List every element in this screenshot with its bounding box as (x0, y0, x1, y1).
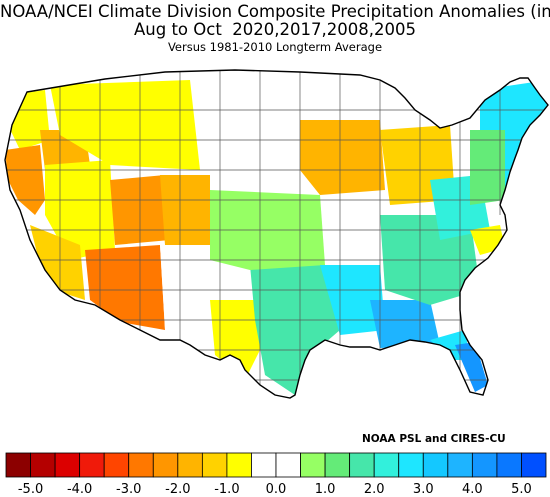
legend-bin (177, 452, 203, 478)
region-s-california (30, 225, 85, 300)
map-subtitle-period: Aug to Oct 2020,2017,2008,2005 (134, 20, 416, 39)
legend-bin (324, 452, 351, 478)
legend-bin (373, 452, 400, 478)
legend-bin (349, 452, 375, 478)
region-s-florida (455, 342, 488, 392)
legend-bin (251, 452, 277, 478)
legend-tick-label: 2.0 (364, 482, 385, 497)
region-lower-mississippi (320, 265, 385, 335)
credit-label: NOAA PSL and CIRES-CU (362, 433, 506, 445)
legend-tick-label: -4.0 (67, 482, 92, 497)
legend-bin (447, 452, 473, 478)
legend-tick-label: 5.0 (511, 482, 532, 497)
division-boundaries (5, 70, 548, 395)
legend-tick-label: 0.0 (266, 482, 287, 497)
region-northeast (470, 130, 505, 205)
legend-bin (300, 452, 326, 478)
legend-bin (152, 452, 179, 478)
region-great-basin (45, 160, 115, 260)
legend-bin (54, 452, 81, 478)
legend-bin (226, 452, 252, 478)
region-new-mexico (160, 245, 212, 330)
legend-bin (422, 452, 449, 478)
us-climate-division-map (4, 69, 549, 399)
region-colorado (160, 175, 210, 245)
legend-bin (5, 452, 31, 478)
legend-bin (103, 452, 130, 478)
region-texas (250, 265, 340, 395)
legend-tick-label: -1.0 (214, 482, 239, 497)
region-arizona (85, 245, 165, 330)
region-idaho-montana (50, 80, 200, 170)
legend-bin (79, 452, 105, 478)
legend-bin (128, 452, 154, 478)
map-subtitle-baseline: Versus 1981-2010 Longterm Average (167, 40, 383, 54)
legend-bin (398, 452, 424, 478)
legend-bin (471, 452, 498, 478)
legend-tick-label: -3.0 (116, 482, 141, 497)
legend-bin (201, 452, 228, 478)
legend-tick-label: -5.0 (18, 482, 43, 497)
legend-tick-label: 1.0 (315, 482, 336, 497)
legend-bin (275, 452, 301, 478)
region-upper-midwest (300, 120, 385, 195)
region-n-california (5, 145, 45, 215)
map-title: NOAA/NCEI Climate Division Composite Pre… (0, 2, 550, 21)
legend-bin (30, 452, 56, 478)
legend-tick-label: 3.0 (413, 482, 434, 497)
legend-tick-label: 4.0 (462, 482, 483, 497)
legend-bin (496, 452, 522, 478)
legend-tick-label: -2.0 (165, 482, 190, 497)
us-outline (4, 69, 549, 399)
legend-bin (521, 452, 547, 478)
region-gulf-coast (370, 300, 440, 348)
